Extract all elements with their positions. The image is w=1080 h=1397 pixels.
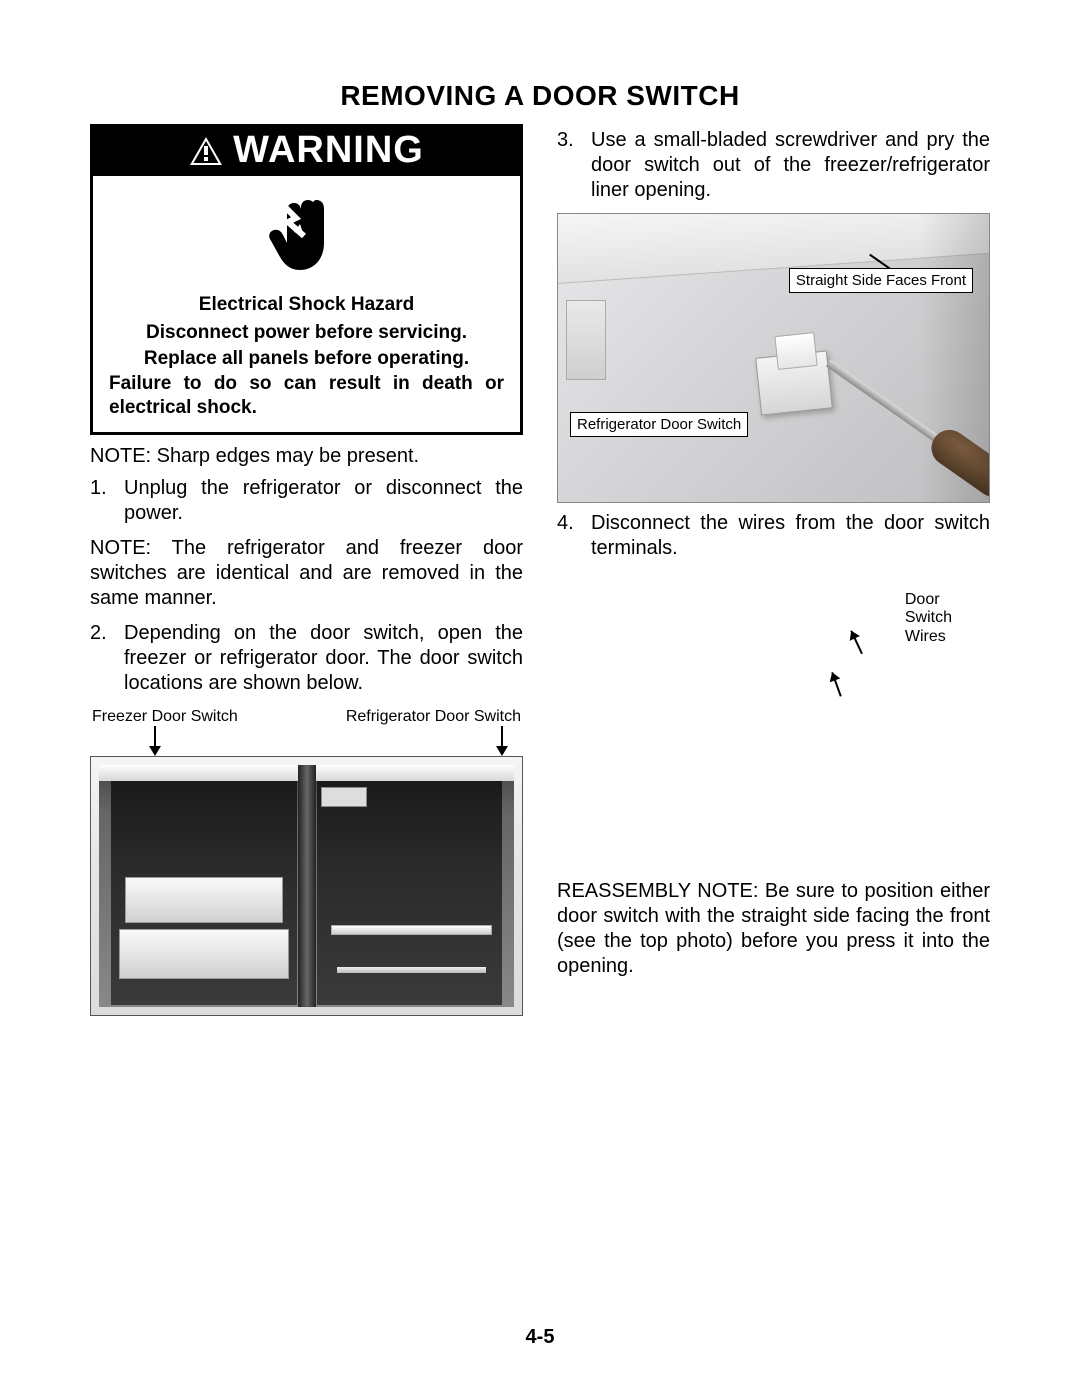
steps-right: 3. Use a small-bladed screwdriver and pr… <box>557 128 990 203</box>
steps-left: 1. Unplug the refrigerator or disconnect… <box>90 476 523 526</box>
figure-3-caption-line-1: Door <box>905 591 952 609</box>
figure-3-caption: Door Switch Wires <box>905 591 952 646</box>
warning-header-text: WARNING <box>233 129 424 172</box>
step-2-text: Depending on the door switch, open the f… <box>124 621 523 696</box>
warning-body: Electrical Shock Hazard Disconnect power… <box>93 293 520 420</box>
step-1-text: Unplug the refrigerator or disconnect th… <box>124 476 523 526</box>
step-4-number: 4. <box>557 511 591 561</box>
step-2-number: 2. <box>90 621 124 696</box>
page-title: REMOVING A DOOR SWITCH <box>90 80 990 112</box>
shock-hand-icon-wrap <box>93 176 520 293</box>
warning-line-1: Disconnect power before servicing. <box>109 321 504 345</box>
figure-1-arrows <box>90 726 523 756</box>
figure-2-label-bottom: Refrigerator Door Switch <box>570 412 748 437</box>
step-1-number: 1. <box>90 476 124 526</box>
step-4: 4. Disconnect the wires from the door sw… <box>557 511 990 561</box>
figure-3-caption-line-2: Switch <box>905 609 952 627</box>
warning-header: WARNING <box>93 127 520 176</box>
arrow-down-icon <box>501 726 503 748</box>
figure-1-label-right: Refrigerator Door Switch <box>346 708 521 726</box>
right-column: 3. Use a small-bladed screwdriver and pr… <box>557 124 990 1016</box>
figure-1-labels: Freezer Door Switch Refrigerator Door Sw… <box>92 708 521 726</box>
note-identical-switches: NOTE: The refrigerator and freezer door … <box>90 536 523 611</box>
warning-line-2: Replace all panels before operating. <box>109 347 504 371</box>
step-4-text: Disconnect the wires from the door switc… <box>591 511 990 561</box>
steps-left-2: 2. Depending on the door switch, open th… <box>90 621 523 696</box>
figure-3-caption-line-3: Wires <box>905 628 952 646</box>
electric-shock-hand-icon <box>264 192 350 278</box>
reassembly-note: REASSEMBLY NOTE: Be sure to position eit… <box>557 879 990 979</box>
figure-1-interior-photo <box>90 756 523 1016</box>
note-sharp-edges: NOTE: Sharp edges may be present. <box>90 445 523 468</box>
step-3-text: Use a small-bladed screwdriver and pry t… <box>591 128 990 203</box>
arrow-icon <box>817 664 854 701</box>
alert-triangle-icon <box>189 136 223 166</box>
left-column: WARNING Electrical Shock Hazard Disconne… <box>90 124 523 1016</box>
warning-line-3: Failure to do so can result in death or … <box>109 372 504 420</box>
warning-box: WARNING Electrical Shock Hazard Disconne… <box>90 124 523 435</box>
step-2: 2. Depending on the door switch, open th… <box>90 621 523 696</box>
figure-2-label-top: Straight Side Faces Front <box>789 268 973 293</box>
step-3: 3. Use a small-bladed screwdriver and pr… <box>557 128 990 203</box>
figure-3-wires: Door Switch Wires <box>557 591 990 861</box>
arrow-down-icon <box>154 726 156 748</box>
warning-subheading: Electrical Shock Hazard <box>109 293 504 317</box>
page-number: 4-5 <box>0 1326 1080 1349</box>
figure-1-label-left: Freezer Door Switch <box>92 708 238 726</box>
steps-right-2: 4. Disconnect the wires from the door sw… <box>557 511 990 561</box>
arrow-icon <box>838 623 874 659</box>
two-column-layout: WARNING Electrical Shock Hazard Disconne… <box>90 124 990 1016</box>
figure-2-pry-switch-photo: Straight Side Faces Front Refrigerator D… <box>557 213 990 503</box>
step-1: 1. Unplug the refrigerator or disconnect… <box>90 476 523 526</box>
step-3-number: 3. <box>557 128 591 203</box>
